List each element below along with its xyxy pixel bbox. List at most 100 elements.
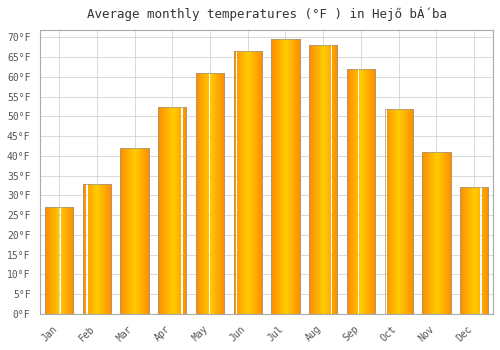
Bar (461, 188, 462, 314)
Bar (386, 108, 388, 314)
Bar (167, 106, 168, 314)
Bar (422, 152, 450, 314)
Bar (124, 148, 125, 314)
Bar (482, 188, 484, 314)
Bar (463, 188, 464, 314)
Bar (437, 152, 438, 314)
Bar (142, 148, 143, 314)
Bar (434, 152, 435, 314)
Bar (108, 183, 109, 314)
Bar (476, 188, 478, 314)
Bar (224, 73, 225, 314)
Bar (435, 152, 436, 314)
Bar (168, 106, 169, 314)
Bar (425, 152, 426, 314)
Bar (392, 108, 394, 314)
Bar (422, 152, 423, 314)
Bar (287, 40, 288, 314)
Bar (330, 46, 332, 314)
Bar (127, 148, 128, 314)
Bar (104, 183, 105, 314)
Bar (388, 108, 390, 314)
Bar (244, 51, 246, 314)
Bar (248, 51, 249, 314)
Bar (384, 108, 386, 314)
Bar (174, 106, 176, 314)
Bar (73, 207, 74, 314)
Bar (126, 148, 127, 314)
Bar (172, 106, 174, 314)
Bar (444, 152, 446, 314)
Bar (278, 40, 279, 314)
Bar (262, 51, 263, 314)
Bar (443, 152, 444, 314)
Bar (178, 106, 180, 314)
Bar (66, 207, 68, 314)
Bar (370, 69, 371, 314)
Bar (472, 188, 474, 314)
Bar (411, 108, 412, 314)
Bar (52, 207, 54, 314)
Bar (466, 188, 467, 314)
Bar (110, 183, 111, 314)
Bar (141, 148, 142, 314)
Bar (408, 108, 409, 314)
Bar (82, 183, 84, 314)
Bar (279, 40, 280, 314)
Bar (249, 51, 250, 314)
Bar (255, 51, 256, 314)
Bar (480, 188, 482, 314)
Bar (311, 46, 312, 314)
Bar (182, 106, 184, 314)
Bar (72, 207, 73, 314)
Bar (171, 106, 172, 314)
Bar (162, 106, 163, 314)
Bar (429, 152, 430, 314)
Bar (136, 148, 137, 314)
Bar (292, 40, 293, 314)
Bar (184, 106, 186, 314)
Bar (145, 148, 146, 314)
Bar (169, 106, 170, 314)
Bar (100, 183, 101, 314)
Bar (360, 69, 362, 314)
Bar (254, 51, 255, 314)
Bar (221, 73, 222, 314)
Bar (394, 108, 396, 314)
Bar (280, 40, 281, 314)
Bar (282, 40, 283, 314)
Bar (242, 51, 244, 314)
Bar (274, 40, 275, 314)
Bar (315, 46, 316, 314)
Bar (430, 152, 431, 314)
Bar (109, 183, 110, 314)
Bar (212, 73, 214, 314)
Bar (289, 40, 290, 314)
Bar (260, 51, 261, 314)
Bar (464, 188, 465, 314)
Bar (143, 148, 144, 314)
Bar (261, 51, 262, 314)
Bar (318, 46, 319, 314)
Bar (328, 46, 330, 314)
Bar (111, 183, 112, 314)
Bar (439, 152, 440, 314)
Bar (70, 207, 71, 314)
Bar (102, 183, 103, 314)
Bar (371, 69, 372, 314)
Bar (135, 148, 136, 314)
Bar (285, 40, 286, 314)
Bar (258, 51, 259, 314)
Bar (133, 148, 134, 314)
Bar (220, 73, 221, 314)
Bar (164, 106, 165, 314)
Bar (471, 188, 472, 314)
Bar (47, 207, 48, 314)
Bar (412, 108, 413, 314)
Bar (442, 152, 443, 314)
Bar (199, 73, 200, 314)
Bar (272, 40, 273, 314)
Bar (176, 106, 178, 314)
Bar (50, 207, 51, 314)
Bar (218, 73, 219, 314)
